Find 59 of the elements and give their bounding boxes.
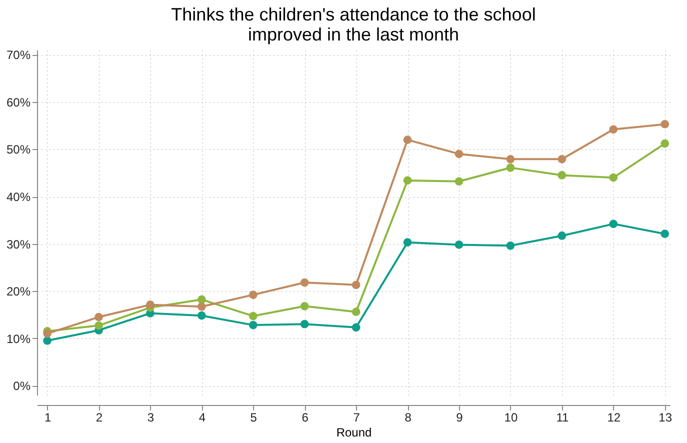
- point: [300, 320, 309, 328]
- point: [198, 302, 206, 311]
- point: [198, 295, 206, 304]
- point: [609, 173, 618, 182]
- text: Thinks the children's attendance to the school: [171, 4, 536, 25]
- text: improved in the last month: [248, 24, 460, 45]
- x-tick-label: 6: [302, 410, 309, 424]
- point: [454, 150, 464, 158]
- point: [660, 230, 670, 238]
- x-tick-label: 13: [658, 410, 672, 424]
- point: [248, 320, 258, 330]
- y-tick-label: 50%: [6, 142, 31, 157]
- x-tick-label: 9: [456, 410, 464, 424]
- x-axis-title: Round: [336, 426, 372, 440]
- point: [403, 238, 412, 247]
- point: [558, 154, 566, 164]
- point: [300, 278, 309, 287]
- x-tick-label: 2: [96, 410, 103, 424]
- x-tick-label: 11: [556, 410, 569, 424]
- point: [506, 241, 515, 250]
- y-tick-label: 70%: [6, 48, 31, 62]
- y-tick-label: 0%: [13, 379, 31, 394]
- point: [248, 290, 258, 299]
- y-tick-label: 10%: [6, 332, 31, 346]
- point: [94, 321, 103, 330]
- point: [609, 220, 618, 228]
- point: [454, 240, 464, 249]
- point: [146, 300, 154, 309]
- y-tick-label: 40%: [6, 190, 31, 204]
- point: [454, 177, 464, 186]
- y-tick-label: 60%: [6, 95, 31, 110]
- y-tick-label: 30%: [6, 237, 31, 252]
- x-tick-label: 3: [147, 410, 154, 424]
- point: [352, 308, 360, 316]
- y-tick-label: 20%: [6, 284, 31, 299]
- point: [660, 120, 670, 128]
- point: [506, 164, 515, 172]
- point: [609, 125, 618, 134]
- point: [248, 312, 258, 320]
- point: [43, 336, 52, 345]
- point: [352, 323, 360, 332]
- x-tick-label: 4: [198, 410, 206, 424]
- x-tick-label: 12: [607, 410, 621, 424]
- point: [558, 232, 566, 240]
- point: [403, 176, 412, 185]
- point: [660, 139, 670, 148]
- x-tick-label: 7: [353, 410, 360, 424]
- x-tick-label: 8: [404, 410, 412, 424]
- x-tick-label: 10: [504, 410, 518, 424]
- point: [300, 302, 309, 310]
- point: [198, 311, 206, 320]
- point: [352, 280, 360, 290]
- x-tick-label: 5: [250, 410, 258, 424]
- point: [94, 312, 103, 322]
- point: [403, 136, 412, 144]
- point: [43, 329, 52, 338]
- point: [506, 154, 515, 164]
- x-tick-label: 1: [44, 410, 52, 424]
- point: [558, 171, 566, 180]
